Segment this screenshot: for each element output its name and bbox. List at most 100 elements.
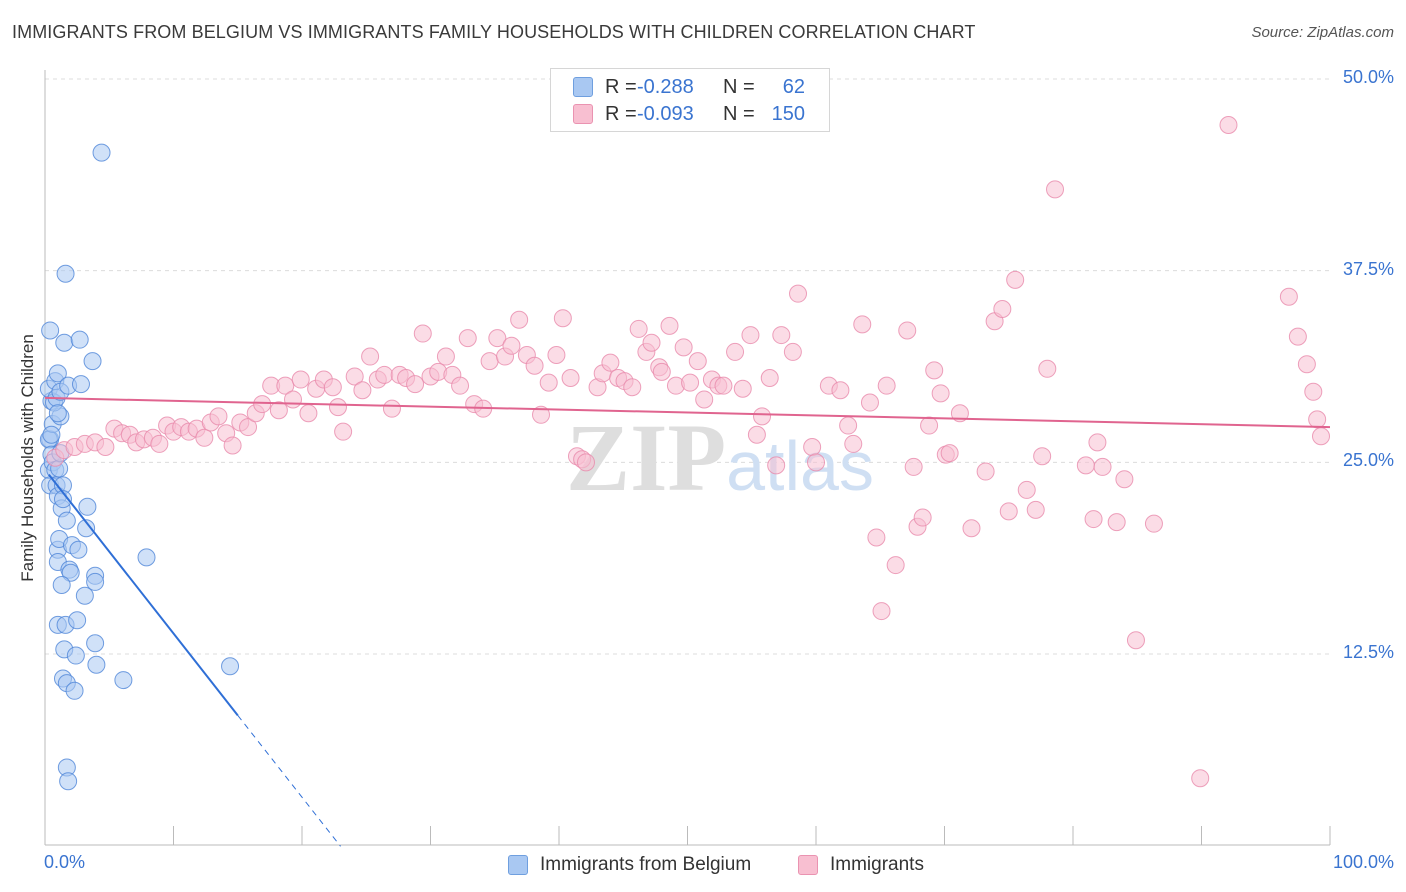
data-point: [561, 369, 580, 387]
data-point: [1026, 500, 1045, 519]
series-immigrants: [46, 116, 1331, 788]
trend-line: [48, 473, 239, 716]
x-tick-label-min: 0.0%: [44, 852, 86, 872]
data-point: [920, 416, 939, 435]
data-point: [65, 681, 84, 700]
data-point: [59, 772, 78, 791]
stats-legend: R = -0.288 N = 62 R = -0.093 N = 150: [550, 68, 830, 132]
legend-item-belgium[interactable]: Immigrants from Belgium: [508, 852, 751, 878]
data-point: [760, 369, 779, 387]
legend-item-immigrants[interactable]: Immigrants: [798, 852, 924, 878]
series-belgium: [39, 143, 240, 791]
data-point: [993, 300, 1012, 318]
data-point: [950, 404, 969, 423]
data-point: [525, 356, 544, 375]
data-point: [480, 352, 499, 371]
data-point: [458, 329, 477, 348]
data-point: [807, 453, 825, 472]
data-point: [629, 319, 648, 338]
legend-r-value: -0.288: [637, 75, 694, 98]
chart-source: Source: ZipAtlas.com: [1251, 24, 1394, 41]
data-point: [276, 376, 295, 395]
data-point: [1033, 447, 1052, 466]
data-point: [642, 333, 661, 352]
data-point: [1144, 514, 1163, 533]
data-point: [872, 602, 891, 621]
data-point: [53, 490, 72, 509]
data-point: [1304, 382, 1323, 401]
x-tick-label-max: 100.0%: [1332, 852, 1394, 872]
data-point: [803, 438, 822, 456]
legend-r-label: R =: [605, 75, 637, 98]
watermark: ZIPatlas: [566, 404, 874, 511]
data-point: [284, 390, 303, 409]
legend-n-label: N =: [723, 102, 755, 125]
y-tick-label: 25.0%: [1342, 450, 1394, 471]
data-point: [601, 353, 620, 372]
legend-n-value: 150: [771, 102, 805, 125]
legend-label-immigrants: Immigrants: [830, 854, 924, 875]
data-point: [1038, 359, 1057, 378]
data-point: [962, 519, 981, 538]
data-point: [767, 456, 786, 475]
data-point: [660, 316, 679, 335]
data-point: [1017, 480, 1036, 499]
data-point: [406, 375, 425, 394]
data-point: [1115, 470, 1134, 489]
stats-legend-row-belgium: R = -0.288 N = 62: [573, 75, 805, 99]
data-point: [898, 321, 917, 340]
y-tick-label: 37.5%: [1342, 258, 1394, 279]
data-point: [150, 434, 169, 453]
data-point: [291, 370, 310, 389]
stats-legend-row-immigrants: R = -0.093 N = 150: [573, 102, 805, 126]
data-point: [547, 346, 566, 364]
data-point: [783, 342, 802, 361]
data-point: [853, 315, 872, 334]
data-point: [209, 407, 228, 426]
data-point: [86, 572, 105, 591]
data-point: [361, 347, 380, 366]
data-point: [1279, 287, 1298, 306]
legend-swatch-pink: [573, 104, 593, 124]
data-point: [733, 379, 752, 398]
data-point: [931, 384, 950, 403]
data-point: [83, 352, 102, 371]
data-point: [726, 342, 745, 361]
data-point: [1006, 270, 1025, 289]
data-point: [269, 401, 288, 420]
chart-title: IMMIGRANTS FROM BELGIUM VS IMMIGRANTS FA…: [12, 22, 976, 42]
data-point: [451, 376, 470, 395]
data-point: [114, 671, 133, 690]
data-point: [48, 404, 67, 423]
data-point: [375, 365, 394, 384]
trend-lines: [44, 396, 1331, 847]
data-point: [382, 399, 401, 418]
data-point: [345, 367, 364, 386]
data-point: [75, 586, 94, 605]
data-point: [714, 376, 733, 395]
data-point: [999, 502, 1018, 521]
data-point: [904, 457, 923, 476]
legend-swatch-blue: [508, 855, 528, 875]
data-point: [976, 462, 995, 481]
data-point: [747, 425, 766, 444]
data-point: [877, 376, 896, 395]
data-point: [96, 438, 115, 456]
data-point: [334, 422, 353, 441]
trend-line: [44, 396, 1331, 429]
data-point: [137, 548, 156, 567]
y-tick-label: 50.0%: [1342, 67, 1394, 87]
data-point: [87, 655, 106, 674]
data-point: [652, 362, 671, 381]
gridlines: [45, 78, 1330, 655]
data-point: [753, 407, 772, 426]
data-point: [1093, 457, 1112, 476]
data-point: [52, 576, 71, 594]
data-point: [576, 453, 595, 472]
data-point: [92, 143, 111, 162]
data-point: [1046, 180, 1065, 199]
data-point: [1308, 410, 1327, 429]
data-point: [839, 416, 858, 435]
data-point: [539, 373, 558, 392]
data-point: [860, 393, 879, 412]
